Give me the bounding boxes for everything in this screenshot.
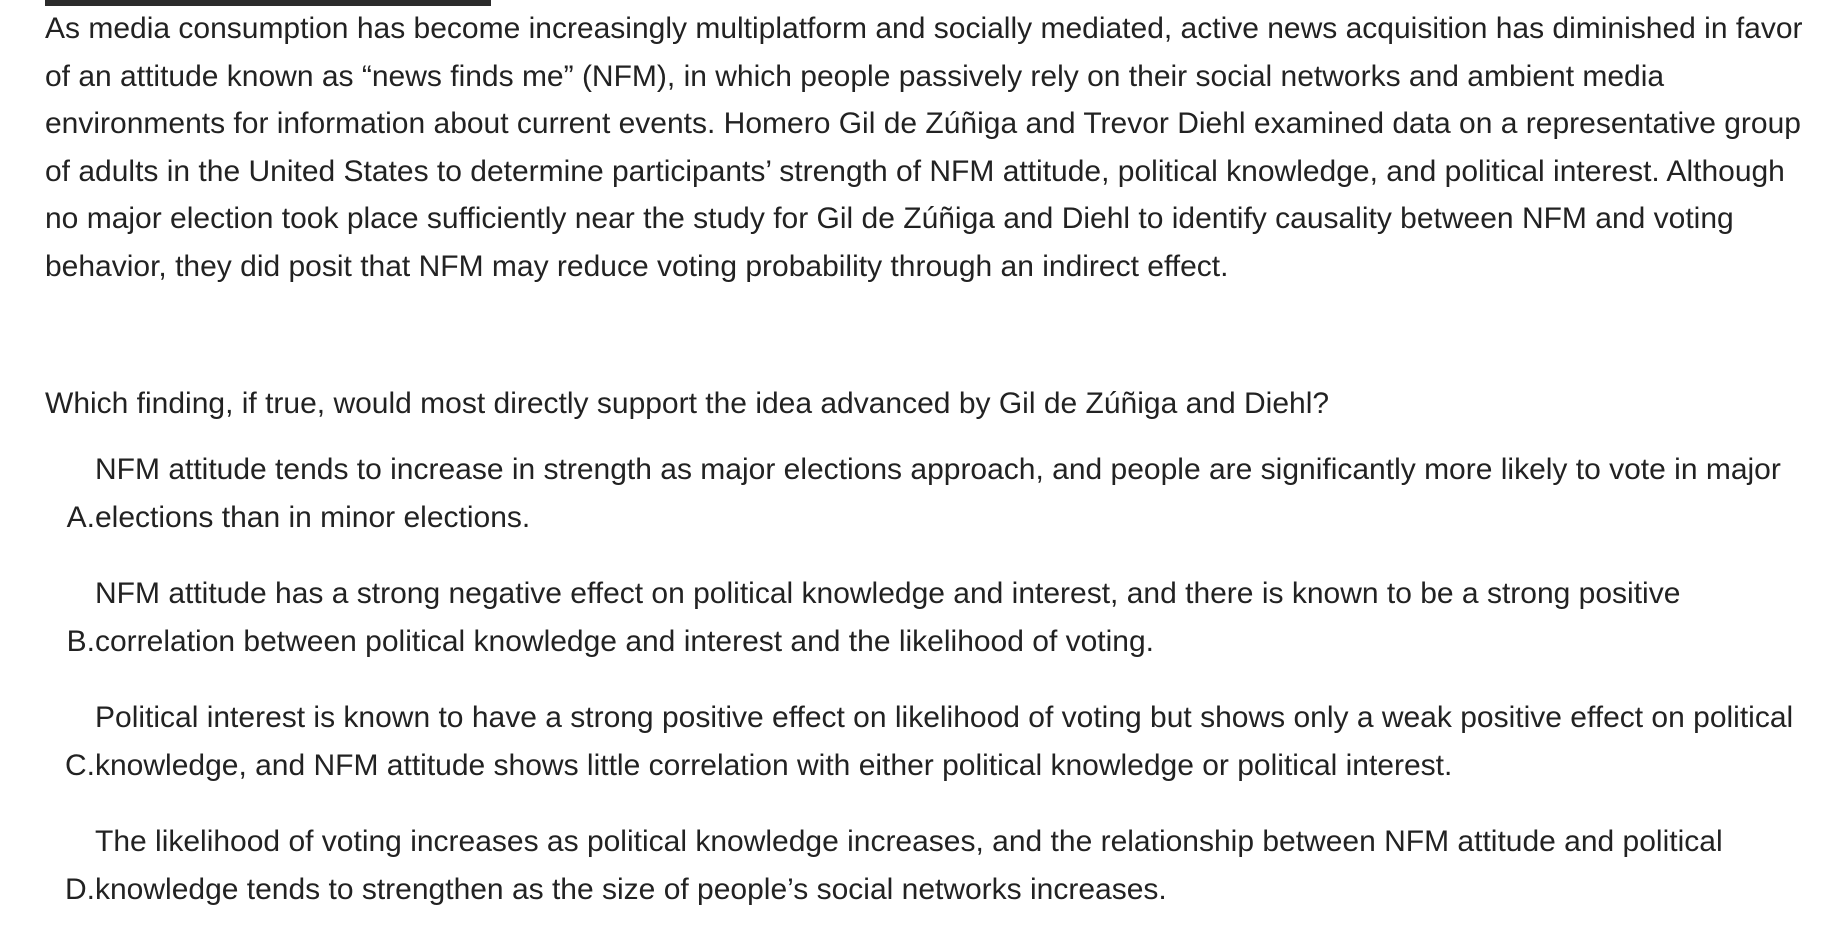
question-prompt: Which finding, if true, would most direc… <box>45 387 1330 420</box>
choice-a[interactable]: A. NFM attitude tends to increase in str… <box>45 446 1815 541</box>
top-divider-bar <box>45 0 491 6</box>
choice-b[interactable]: B. NFM attitude has a strong negative ef… <box>45 570 1815 665</box>
choice-c[interactable]: C. Political interest is known to have a… <box>45 694 1815 789</box>
choice-letter: A. <box>66 500 95 534</box>
choice-letter: B. <box>66 624 95 658</box>
choice-text: Political interest is known to have a st… <box>95 701 1794 782</box>
choice-letter: D. <box>65 872 95 906</box>
choice-text: The likelihood of voting increases as po… <box>95 825 1723 906</box>
choice-letter: C. <box>65 748 95 782</box>
passage-text: As media consumption has become increasi… <box>45 12 1803 283</box>
choice-text: NFM attitude has a strong negative effec… <box>95 577 1681 658</box>
answer-choices: A. NFM attitude tends to increase in str… <box>45 446 1815 942</box>
choice-text: NFM attitude tends to increase in streng… <box>95 453 1781 534</box>
choice-d[interactable]: D. The likelihood of voting increases as… <box>45 818 1815 913</box>
